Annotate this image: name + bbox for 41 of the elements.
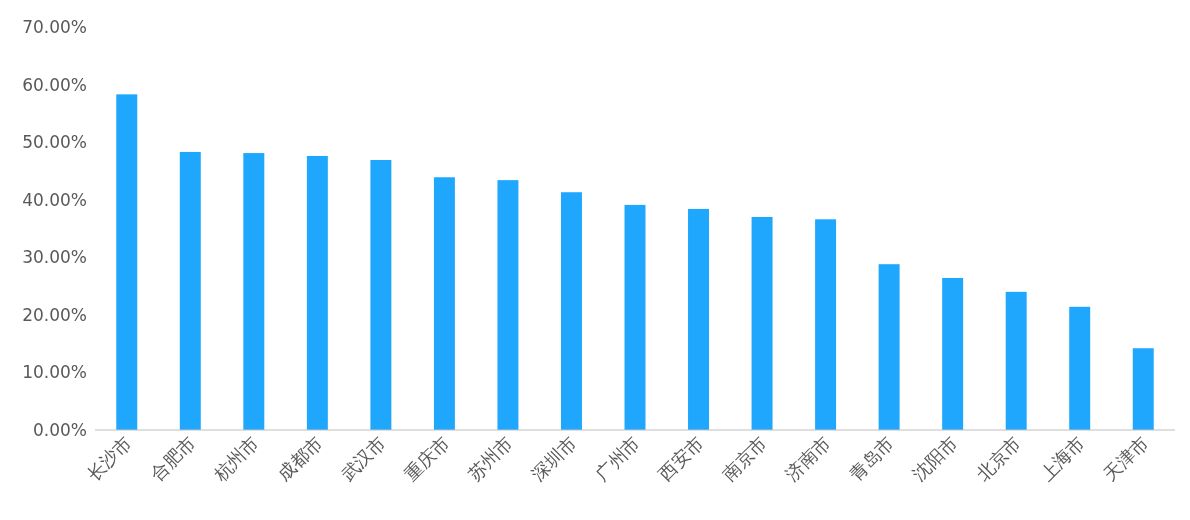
y-tick-label: 10.00% bbox=[22, 362, 87, 383]
x-tick-label: 青岛市 bbox=[844, 431, 898, 486]
y-tick-label: 30.00% bbox=[22, 247, 87, 268]
bar bbox=[560, 192, 582, 430]
x-tick-label: 合肥市 bbox=[146, 431, 200, 486]
bar bbox=[243, 153, 265, 430]
bar bbox=[878, 264, 900, 430]
y-tick-label: 60.00% bbox=[22, 74, 87, 95]
x-tick-label: 北京市 bbox=[971, 431, 1025, 486]
bar bbox=[688, 208, 710, 430]
y-tick-label: 70.00% bbox=[22, 17, 87, 37]
x-tick-label: 武汉市 bbox=[336, 431, 390, 486]
bar bbox=[942, 278, 964, 430]
bar bbox=[1005, 291, 1027, 430]
bar bbox=[1132, 348, 1154, 430]
x-tick-label: 重庆市 bbox=[400, 431, 454, 486]
bar bbox=[370, 159, 392, 430]
x-tick-label: 南京市 bbox=[717, 431, 771, 486]
x-tick-label: 上海市 bbox=[1035, 431, 1089, 486]
x-tick-label: 济南市 bbox=[781, 431, 835, 486]
x-tick-label: 广州市 bbox=[590, 431, 644, 486]
bar bbox=[116, 94, 138, 430]
bar bbox=[1069, 306, 1091, 430]
bar bbox=[179, 151, 201, 430]
x-tick-label: 西安市 bbox=[654, 431, 708, 486]
x-tick-label: 苏州市 bbox=[463, 431, 517, 486]
bar bbox=[306, 155, 328, 430]
bar bbox=[497, 180, 519, 430]
bar bbox=[751, 216, 773, 430]
y-tick-label: 0.00% bbox=[32, 420, 87, 440]
x-tick-label: 沈阳市 bbox=[908, 431, 962, 486]
y-tick-label: 40.00% bbox=[22, 189, 87, 210]
y-tick-label: 20.00% bbox=[22, 304, 87, 325]
y-tick-label: 50.00% bbox=[22, 132, 87, 153]
x-tick-label: 成都市 bbox=[273, 431, 327, 486]
x-tick-label: 杭州市 bbox=[208, 431, 263, 486]
bar bbox=[815, 219, 837, 430]
bar bbox=[433, 177, 455, 430]
x-tick-label: 深圳市 bbox=[527, 431, 581, 486]
x-tick-label: 天津市 bbox=[1099, 431, 1153, 486]
bar bbox=[624, 204, 646, 430]
